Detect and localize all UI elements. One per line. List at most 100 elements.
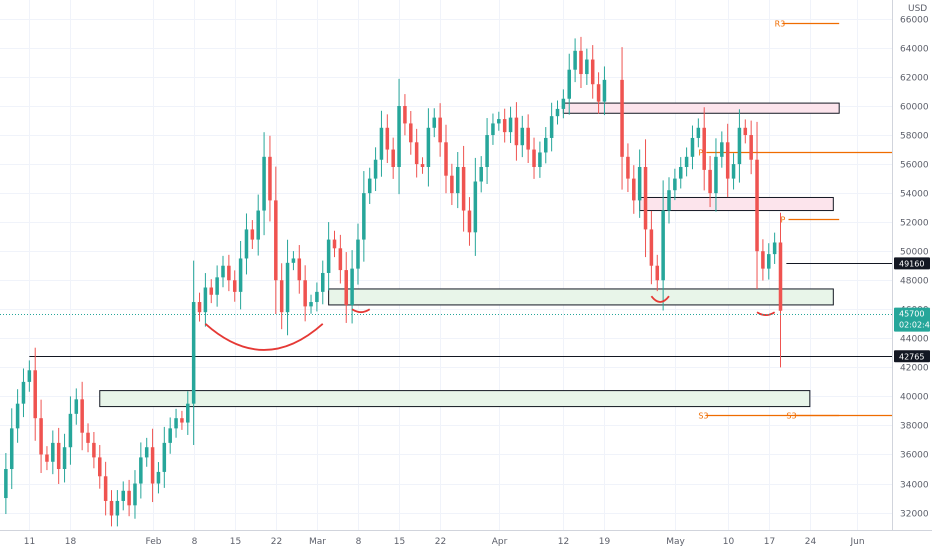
candle — [250, 220, 255, 249]
candle-body — [414, 142, 419, 165]
candle-body — [232, 280, 237, 292]
candle-body — [561, 98, 566, 109]
candle-body — [256, 210, 260, 240]
candle — [326, 222, 331, 291]
candle-body — [332, 239, 337, 249]
candle-body — [667, 190, 671, 211]
candle — [232, 270, 237, 302]
candle — [725, 123, 730, 198]
candle-body — [555, 108, 560, 117]
price-axis[interactable]: 3200034000360003800040000420004400046000… — [892, 0, 932, 550]
candle-body — [385, 127, 390, 150]
candle — [602, 66, 607, 116]
candle-body — [45, 454, 49, 462]
candle-body — [438, 117, 442, 143]
candle — [98, 444, 102, 489]
candle-body — [321, 272, 325, 292]
candle-body — [221, 265, 225, 278]
candle-body — [303, 280, 307, 307]
candle — [362, 171, 366, 262]
current-price-tag-text: 02:02:40 — [899, 321, 932, 330]
candle — [508, 106, 513, 144]
candle — [585, 48, 589, 85]
candle — [491, 113, 495, 145]
candle — [80, 381, 84, 451]
grid-lines — [0, 0, 892, 530]
candle-body — [426, 127, 431, 167]
candle — [315, 282, 319, 312]
candle — [702, 107, 706, 191]
candle — [561, 89, 566, 119]
candle — [9, 408, 14, 490]
candle-body — [62, 447, 67, 470]
candle-body — [4, 469, 8, 499]
candle — [749, 120, 753, 175]
candle-body — [27, 370, 32, 382]
candle-body — [103, 476, 108, 501]
level-price-tag — [894, 257, 930, 270]
time-tick-label: 17 — [764, 537, 775, 547]
candle — [215, 265, 219, 307]
time-tick-label: 11 — [24, 537, 35, 547]
candle — [573, 38, 577, 83]
candle-body — [268, 156, 272, 201]
price-tick-label: 50000 — [900, 248, 929, 258]
candle-body — [602, 79, 607, 102]
candle-body — [162, 442, 167, 472]
time-tick-label: Mar — [309, 537, 326, 547]
candle-body — [297, 258, 302, 281]
price-tick-label: 38000 — [900, 422, 929, 432]
candle-body — [197, 302, 202, 313]
candle — [767, 243, 771, 280]
candle — [133, 470, 137, 519]
support-zone — [328, 288, 834, 306]
candle — [139, 442, 143, 499]
price-tick-label: 48000 — [900, 277, 929, 287]
zone-boxes — [99, 102, 840, 408]
candle — [27, 360, 32, 392]
price-tick-label: 42000 — [900, 364, 929, 374]
candle — [379, 110, 384, 177]
candle — [649, 210, 654, 285]
candle-body — [467, 210, 472, 233]
candle-body — [696, 127, 701, 138]
candle — [696, 118, 701, 148]
candle-body — [508, 117, 513, 133]
candle-body — [174, 418, 178, 429]
candle-body — [544, 137, 548, 153]
candle-body — [68, 413, 73, 448]
candle-body — [749, 135, 753, 160]
candle — [186, 391, 190, 435]
candle — [403, 94, 407, 136]
time-axis[interactable]: 11 18 Feb 8 15 22 Mar 8 15 22 Apr 12 19 May 10 17 24 Jun — [0, 530, 932, 548]
time-tick-label: 18 — [65, 537, 77, 547]
candle — [15, 389, 20, 443]
candle-body — [409, 123, 413, 143]
candle-body — [772, 242, 777, 255]
time-tick-label: 15 — [394, 537, 405, 547]
candle-body — [649, 229, 654, 266]
candle-body — [203, 287, 208, 313]
candle-body — [485, 135, 489, 167]
candle — [637, 149, 642, 218]
candle-body — [743, 127, 748, 136]
candle — [238, 240, 243, 310]
candle — [150, 428, 155, 503]
candle-body — [538, 152, 542, 167]
candle-body — [632, 178, 636, 201]
candle — [338, 234, 343, 284]
candle-body — [56, 442, 61, 470]
candle — [279, 263, 284, 330]
time-tick-label: May — [666, 537, 685, 547]
candle — [356, 223, 360, 285]
candle-body — [737, 127, 742, 165]
candle — [391, 137, 395, 179]
candle-body — [344, 270, 348, 305]
candle — [156, 462, 161, 494]
candle — [567, 53, 571, 115]
pivot-label: P — [698, 149, 703, 158]
price-tick-label: 64000 — [900, 45, 929, 55]
candle-body — [98, 457, 102, 477]
candle — [772, 232, 777, 264]
